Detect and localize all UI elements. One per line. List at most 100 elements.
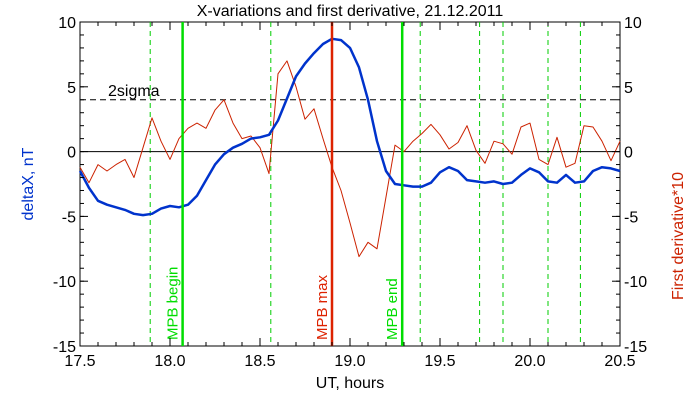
series-1-point-32: [368, 242, 369, 243]
series-0-point-15: [215, 164, 216, 165]
series-0-point-31: [359, 67, 360, 68]
series-1-point-43: [467, 125, 468, 126]
series-line-0: [78, 37, 621, 217]
series-1-point-4: [116, 164, 117, 165]
series-1-point-37: [413, 141, 414, 142]
series-1-point-26: [314, 108, 315, 109]
series-0-point-34: [386, 171, 387, 172]
series-0-point-10: [170, 206, 171, 207]
series-lines: [78, 37, 621, 258]
series-0-point-40: [440, 172, 441, 173]
vertical-marker-label-2: MPB end: [384, 278, 401, 340]
dashed-markers: [149, 22, 581, 346]
series-0-point-3: [107, 204, 108, 205]
series-0-point-21: [269, 134, 270, 135]
series-1-point-46: [494, 141, 495, 142]
series-1-point-31: [359, 256, 360, 257]
chart-title: X-variations and first derivative, 21.12…: [197, 3, 504, 20]
series-0-point-46: [494, 181, 495, 182]
series-1-point-57: [593, 126, 594, 127]
x-tick-label-0: 17.5: [64, 353, 95, 370]
right-y-tick-label-5: 10: [624, 15, 642, 32]
right-y-axis-label: First derivative*10: [670, 172, 687, 300]
series-0-point-42: [458, 171, 459, 172]
right-y-tick-label-2: -5: [624, 209, 638, 226]
series-1-point-34: [386, 196, 387, 197]
series-0-point-58: [602, 167, 603, 168]
series-0-point-55: [575, 182, 576, 183]
left-y-tick-label-5: 10: [58, 15, 76, 32]
x-tick-label-1: 18.0: [154, 353, 185, 370]
series-1-point-12: [188, 128, 189, 129]
series-0-point-49: [521, 174, 522, 175]
series-0-point-8: [152, 213, 153, 214]
series-1-point-7: [143, 147, 144, 148]
series-1-point-11: [179, 138, 180, 139]
series-0-point-54: [566, 174, 567, 175]
left-y-tick-label-1: -10: [53, 274, 76, 291]
series-1-point-53: [557, 137, 558, 138]
series-0-point-38: [422, 186, 423, 187]
series-1-point-39: [431, 124, 432, 125]
series-1-point-14: [206, 128, 207, 129]
series-0-point-36: [404, 185, 405, 186]
series-1-point-56: [584, 125, 585, 126]
series-0-point-9: [161, 208, 162, 209]
right-y-axis-ticks: -15 -10 -5 0 5 10: [612, 15, 647, 356]
reference-lines: [80, 99, 620, 153]
series-1-point-59: [611, 160, 612, 161]
series-1-point-50: [530, 123, 531, 124]
series-0-point-44: [476, 181, 477, 182]
series-1-point-27: [323, 138, 324, 139]
series-1-point-22: [278, 73, 279, 74]
series-line-1: [79, 60, 621, 258]
series-1-point-21: [269, 173, 270, 174]
series-0-point-17: [233, 147, 234, 148]
series-0-point-6: [134, 213, 135, 214]
series-0-point-37: [413, 186, 414, 187]
series-0-point-4: [116, 207, 117, 208]
series-1-point-47: [503, 143, 504, 144]
series-1-point-25: [305, 119, 306, 120]
series-0-point-30: [350, 47, 351, 48]
series-1-point-0: [80, 167, 81, 168]
series-0-point-50: [530, 168, 531, 169]
left-y-tick-label-2: -5: [62, 209, 76, 226]
series-1-point-35: [395, 145, 396, 146]
series-1-point-19: [251, 136, 252, 137]
series-0-point-18: [242, 143, 243, 144]
series-0-point-59: [611, 168, 612, 169]
series-1-point-29: [341, 190, 342, 191]
series-1-point-3: [107, 171, 108, 172]
series-1-point-13: [197, 123, 198, 124]
series-1-point-48: [512, 154, 513, 155]
series-0-point-12: [188, 204, 189, 205]
series-0-point-60: [620, 171, 621, 172]
series-0-point-24: [296, 76, 297, 77]
series-0-point-27: [323, 44, 324, 45]
x-axis-ticks: 17.5 18.0 18.5 19.0 19.5 20.0 20.5: [64, 22, 636, 370]
series-0-point-56: [584, 181, 585, 182]
series-1-point-17: [233, 123, 234, 124]
series-0-point-45: [485, 182, 486, 183]
series-1-point-20: [260, 147, 261, 148]
series-1-point-15: [215, 110, 216, 111]
series-1-point-9: [161, 141, 162, 142]
series-1-point-42: [458, 142, 459, 143]
series-0-point-16: [224, 154, 225, 155]
series-0-point-33: [377, 141, 378, 142]
right-y-tick-label-3: 0: [624, 145, 633, 162]
x-tick-label-5: 20.0: [514, 353, 545, 370]
series-0-point-57: [593, 171, 594, 172]
series-0-point-32: [368, 99, 369, 100]
left-y-tick-label-3: 0: [67, 145, 76, 162]
series-0-point-13: [197, 195, 198, 196]
series-0-point-23: [287, 98, 288, 99]
series-1-point-49: [521, 126, 522, 127]
series-0-point-11: [179, 207, 180, 208]
series-1-point-44: [476, 150, 477, 151]
x-axis-label: UT, hours: [316, 375, 384, 392]
series-0-point-7: [143, 215, 144, 216]
vertical-marker-label-1: MPB max: [314, 274, 331, 340]
